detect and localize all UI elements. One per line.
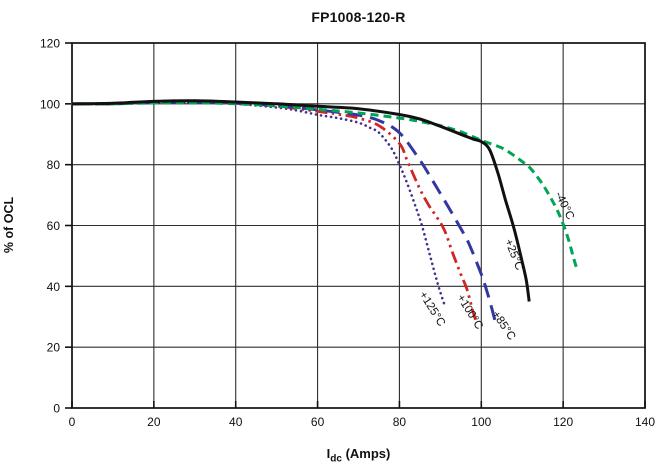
x-tick-label: 120 [553, 415, 573, 429]
x-tick-label: 20 [147, 415, 161, 429]
curve-label-minus-40C: -40°C [552, 190, 576, 222]
x-tick-label: 140 [635, 415, 655, 429]
y-tick-label: 120 [40, 37, 60, 51]
x-axis-label: Idc (Amps) [72, 446, 645, 465]
x-tick-label: 0 [69, 415, 76, 429]
y-tick-label: 80 [47, 158, 61, 172]
y-tick-label: 40 [47, 280, 61, 294]
curve-label-plus-85C: +85°C [489, 309, 517, 343]
chart-title: FP1008-120-R [311, 9, 406, 25]
curve-plus-125C [70, 100, 446, 306]
curve-plus-100C [71, 99, 477, 321]
y-tick-label: 100 [40, 97, 60, 111]
x-tick-label: 80 [393, 415, 407, 429]
curve-plus-85C [71, 100, 498, 324]
curve-minus-40C [71, 101, 579, 269]
x-axis-subscript: dc [330, 453, 342, 465]
y-tick-label: 20 [47, 341, 61, 355]
curve-label-plus-125C: +125°C [416, 289, 447, 328]
plot-frame [71, 42, 646, 409]
curve-label-plus-100C: +100°C [454, 292, 485, 331]
curve-plus-25C [71, 99, 531, 302]
x-tick-label: 60 [311, 415, 325, 429]
x-tick-label: 100 [471, 415, 491, 429]
x-tick-label: 40 [229, 415, 243, 429]
y-tick-label: 60 [47, 219, 61, 233]
x-axis-units: (Amps) [341, 446, 391, 461]
y-tick-label: 0 [53, 402, 60, 416]
x-axis-symbol: I [326, 446, 331, 461]
